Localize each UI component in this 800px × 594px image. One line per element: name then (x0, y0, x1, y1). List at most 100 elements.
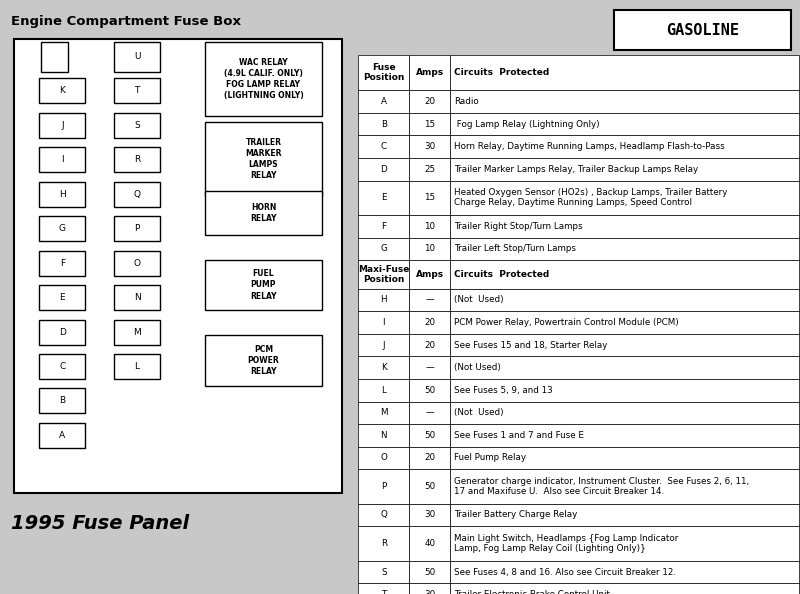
FancyBboxPatch shape (39, 147, 86, 172)
FancyBboxPatch shape (410, 90, 450, 113)
Text: TRAILER
MARKER
LAMPS
RELAY: TRAILER MARKER LAMPS RELAY (245, 138, 282, 180)
Text: Engine Compartment Fuse Box: Engine Compartment Fuse Box (10, 15, 241, 28)
FancyBboxPatch shape (358, 55, 410, 90)
FancyBboxPatch shape (358, 402, 410, 424)
Text: —: — (426, 295, 434, 305)
FancyBboxPatch shape (39, 216, 86, 241)
FancyBboxPatch shape (450, 289, 799, 311)
FancyBboxPatch shape (410, 469, 450, 504)
Text: G: G (380, 244, 387, 254)
Text: F: F (382, 222, 386, 231)
Text: G: G (59, 224, 66, 233)
FancyBboxPatch shape (450, 447, 799, 469)
Text: K: K (381, 363, 386, 372)
FancyBboxPatch shape (410, 260, 450, 289)
Text: 40: 40 (424, 539, 435, 548)
Text: 30: 30 (424, 510, 435, 520)
Text: Heated Oxygen Sensor (HO2s) , Backup Lamps, Trailer Battery
Charge Relay, Daytim: Heated Oxygen Sensor (HO2s) , Backup Lam… (454, 188, 727, 207)
FancyBboxPatch shape (114, 78, 160, 103)
FancyBboxPatch shape (410, 334, 450, 356)
FancyBboxPatch shape (410, 113, 450, 135)
Text: WAC RELAY
(4.9L CALIF. ONLY)
FOG LAMP RELAY
(LIGHTNING ONLY): WAC RELAY (4.9L CALIF. ONLY) FOG LAMP RE… (223, 58, 303, 100)
Text: 20: 20 (424, 97, 435, 106)
Text: L: L (134, 362, 139, 371)
FancyBboxPatch shape (39, 320, 86, 345)
FancyBboxPatch shape (450, 158, 799, 181)
Text: N: N (134, 293, 141, 302)
FancyBboxPatch shape (358, 158, 410, 181)
FancyBboxPatch shape (39, 113, 86, 138)
Text: FUEL
PUMP
RELAY: FUEL PUMP RELAY (250, 269, 277, 301)
FancyBboxPatch shape (41, 42, 68, 72)
FancyBboxPatch shape (114, 147, 160, 172)
Text: 30: 30 (424, 142, 435, 151)
FancyBboxPatch shape (450, 90, 799, 113)
Text: Circuits  Protected: Circuits Protected (454, 270, 549, 279)
FancyBboxPatch shape (450, 561, 799, 583)
FancyBboxPatch shape (358, 311, 410, 334)
FancyBboxPatch shape (205, 191, 322, 235)
Text: (Not Used): (Not Used) (454, 363, 501, 372)
Text: Trailer Electronic Brake Control Unit: Trailer Electronic Brake Control Unit (454, 590, 610, 594)
FancyBboxPatch shape (410, 215, 450, 238)
Text: 50: 50 (424, 386, 435, 395)
Text: (Not  Used): (Not Used) (454, 295, 503, 305)
FancyBboxPatch shape (410, 289, 450, 311)
FancyBboxPatch shape (450, 181, 799, 215)
FancyBboxPatch shape (450, 113, 799, 135)
Text: Circuits  Protected: Circuits Protected (454, 68, 549, 77)
Text: 15: 15 (424, 193, 435, 203)
Text: HORN
RELAY: HORN RELAY (250, 203, 277, 223)
Text: U: U (134, 52, 140, 61)
FancyBboxPatch shape (358, 289, 410, 311)
Text: (Not  Used): (Not Used) (454, 408, 503, 418)
FancyBboxPatch shape (410, 181, 450, 215)
FancyBboxPatch shape (14, 39, 342, 493)
FancyBboxPatch shape (114, 285, 160, 310)
FancyBboxPatch shape (358, 561, 410, 583)
Text: O: O (380, 453, 387, 463)
FancyBboxPatch shape (450, 260, 799, 289)
FancyBboxPatch shape (410, 356, 450, 379)
Text: Fuel Pump Relay: Fuel Pump Relay (454, 453, 526, 463)
FancyBboxPatch shape (358, 135, 410, 158)
Text: Q: Q (134, 189, 141, 199)
FancyBboxPatch shape (114, 42, 160, 72)
FancyBboxPatch shape (410, 424, 450, 447)
FancyBboxPatch shape (450, 504, 799, 526)
FancyBboxPatch shape (358, 583, 410, 594)
FancyBboxPatch shape (410, 504, 450, 526)
FancyBboxPatch shape (410, 238, 450, 260)
FancyBboxPatch shape (114, 354, 160, 379)
FancyBboxPatch shape (450, 55, 799, 90)
FancyBboxPatch shape (410, 447, 450, 469)
FancyBboxPatch shape (410, 561, 450, 583)
Text: M: M (133, 327, 141, 337)
Text: 50: 50 (424, 431, 435, 440)
Text: 50: 50 (424, 482, 435, 491)
Text: T: T (381, 590, 386, 594)
FancyBboxPatch shape (410, 311, 450, 334)
Text: B: B (59, 396, 66, 406)
FancyBboxPatch shape (358, 379, 410, 402)
FancyBboxPatch shape (39, 78, 86, 103)
Text: B: B (381, 119, 386, 129)
FancyBboxPatch shape (358, 504, 410, 526)
Text: P: P (134, 224, 140, 233)
FancyBboxPatch shape (358, 260, 410, 289)
Text: I: I (382, 318, 385, 327)
Text: L: L (382, 386, 386, 395)
FancyBboxPatch shape (450, 311, 799, 334)
Text: C: C (59, 362, 66, 371)
FancyBboxPatch shape (450, 583, 799, 594)
FancyBboxPatch shape (410, 583, 450, 594)
Text: E: E (381, 193, 386, 203)
Text: H: H (381, 295, 387, 305)
Text: A: A (381, 97, 386, 106)
FancyBboxPatch shape (358, 447, 410, 469)
Text: 1995 Fuse Panel: 1995 Fuse Panel (10, 514, 189, 533)
Text: —: — (426, 408, 434, 418)
FancyBboxPatch shape (205, 42, 322, 116)
FancyBboxPatch shape (450, 526, 799, 561)
Text: J: J (382, 340, 385, 350)
